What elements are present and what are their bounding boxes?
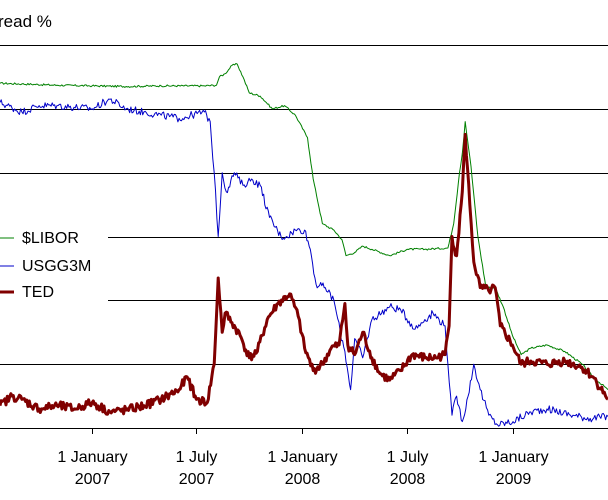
x-tick-label-line1-4: 1 January	[478, 449, 548, 466]
x-tick-label-line1-0: 1 January	[57, 449, 127, 466]
x-tick-label-line1-2: 1 January	[267, 449, 337, 466]
x-tick-label-line2-4: 2009	[496, 471, 532, 488]
x-axis: 1 January 2007 1 July 2007 1 January 2008 1 Ju…	[57, 428, 549, 488]
x-tick-label-line1-3: 1 July	[387, 449, 429, 466]
legend-label-libor: $LIBOR	[22, 230, 79, 247]
legend-label-usgg3m: USGG3M	[22, 258, 91, 275]
chart-title: read %	[0, 12, 52, 31]
legend: $LIBOR USGG3M TED	[0, 228, 108, 310]
x-tick-label-line1-1: 1 July	[176, 449, 218, 466]
x-tick-label-line2-3: 2008	[390, 471, 426, 488]
legend-box	[0, 228, 108, 310]
x-tick-label-line2-1: 2007	[179, 471, 215, 488]
series-line-libor	[0, 63, 608, 391]
series-layer	[0, 63, 608, 427]
x-tick-label-line2-2: 2008	[285, 471, 321, 488]
series-line-usgg3m	[0, 98, 608, 427]
x-tick-label-line2-0: 2007	[75, 471, 111, 488]
legend-label-ted: TED	[22, 284, 54, 301]
series-line-ted	[0, 132, 608, 416]
